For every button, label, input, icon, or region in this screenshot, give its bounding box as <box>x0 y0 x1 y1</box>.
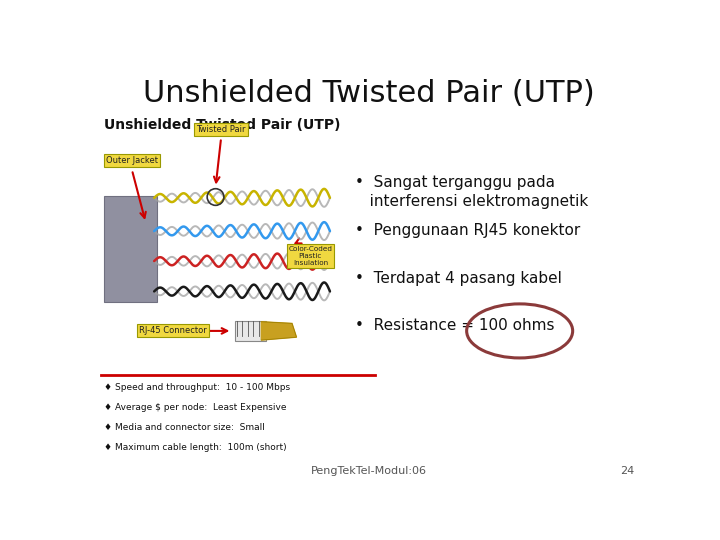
Text: •  Sangat terganggu pada
   interferensi elektromagnetik: • Sangat terganggu pada interferensi ele… <box>355 175 588 209</box>
Text: •  Penggunaan RJ45 konektor: • Penggunaan RJ45 konektor <box>355 223 580 238</box>
Text: Color-Coded
Plastic
Insulation: Color-Coded Plastic Insulation <box>289 246 333 266</box>
Text: PengTekTel-Modul:06: PengTekTel-Modul:06 <box>311 465 427 476</box>
Text: 24: 24 <box>620 465 634 476</box>
Text: •  Terdapat 4 pasang kabel: • Terdapat 4 pasang kabel <box>355 271 562 286</box>
Text: Twisted Pair: Twisted Pair <box>197 125 246 134</box>
Text: ♦ Maximum cable length:  100m (short): ♦ Maximum cable length: 100m (short) <box>104 443 287 452</box>
Text: RJ-45 Connector: RJ-45 Connector <box>139 326 207 335</box>
Text: Unshielded Twisted Pair (UTP): Unshielded Twisted Pair (UTP) <box>143 79 595 109</box>
Text: •  Resistance = 100 ohms: • Resistance = 100 ohms <box>355 319 554 333</box>
FancyBboxPatch shape <box>104 196 157 302</box>
Text: ♦ Media and connector size:  Small: ♦ Media and connector size: Small <box>104 423 265 432</box>
Text: Unshielded Twisted Pair (UTP): Unshielded Twisted Pair (UTP) <box>104 118 341 132</box>
Polygon shape <box>261 322 297 340</box>
FancyBboxPatch shape <box>235 321 266 341</box>
Text: ♦ Average $ per node:  Least Expensive: ♦ Average $ per node: Least Expensive <box>104 403 287 412</box>
Text: ♦ Speed and throughput:  10 - 100 Mbps: ♦ Speed and throughput: 10 - 100 Mbps <box>104 383 290 392</box>
Text: Outer Jacket: Outer Jacket <box>106 156 158 165</box>
